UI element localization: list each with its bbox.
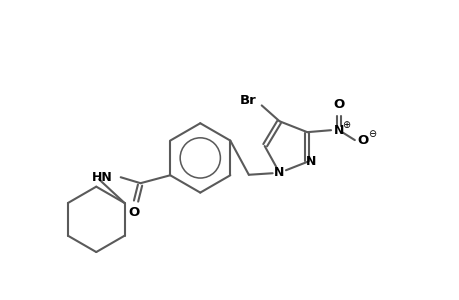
Text: N: N bbox=[305, 155, 316, 168]
Text: HN: HN bbox=[92, 171, 112, 184]
Text: N: N bbox=[274, 166, 284, 179]
Text: O: O bbox=[128, 206, 139, 219]
Text: N: N bbox=[333, 124, 343, 137]
Text: O: O bbox=[356, 134, 368, 147]
Text: ⊕: ⊕ bbox=[341, 120, 349, 130]
Text: O: O bbox=[333, 98, 344, 111]
Text: Br: Br bbox=[239, 94, 256, 107]
Text: ⊖: ⊖ bbox=[368, 129, 376, 139]
